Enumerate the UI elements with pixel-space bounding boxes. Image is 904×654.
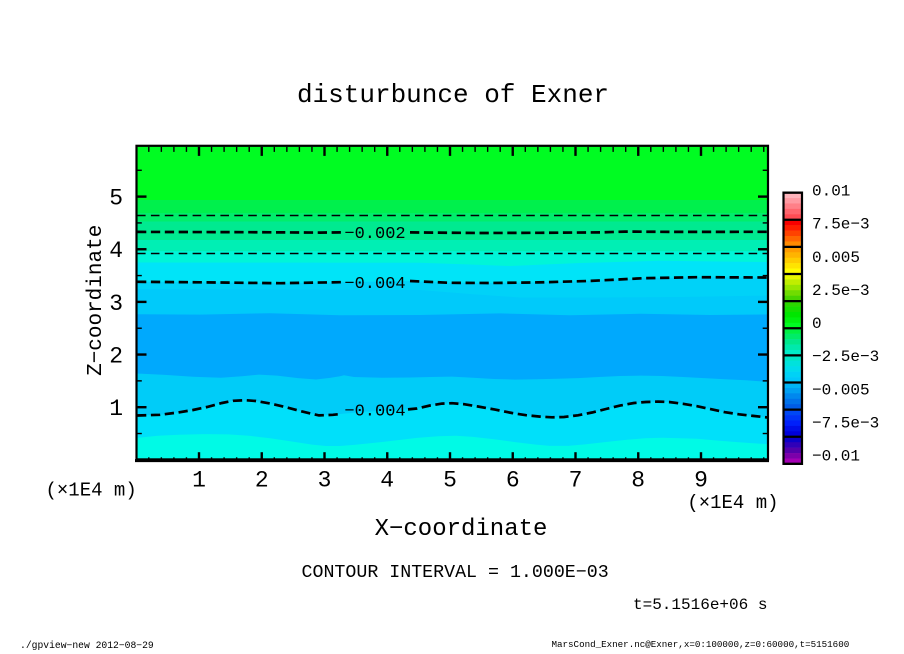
svg-text:0.01: 0.01 [812, 183, 850, 201]
svg-text:6: 6 [506, 467, 520, 493]
svg-text:t=5.1516e+06 s: t=5.1516e+06 s [633, 596, 767, 614]
svg-text:3: 3 [318, 467, 332, 493]
svg-text:3: 3 [109, 291, 123, 317]
svg-text:4: 4 [380, 467, 394, 493]
svg-text:−0.002: −0.002 [344, 225, 405, 244]
svg-text:−2.5e−3: −2.5e−3 [812, 348, 879, 366]
svg-text:2.5e−3: 2.5e−3 [812, 282, 870, 300]
svg-text:1: 1 [192, 467, 206, 493]
svg-text:CONTOUR INTERVAL = 1.000E−03: CONTOUR INTERVAL = 1.000E−03 [302, 563, 609, 583]
svg-text:(×1E4 m): (×1E4 m) [46, 480, 137, 502]
svg-text:5: 5 [443, 467, 457, 493]
svg-text:X−coordinate: X−coordinate [375, 516, 548, 543]
svg-text:2: 2 [109, 343, 123, 369]
svg-text:5: 5 [109, 186, 123, 212]
svg-text:./gpview−new 2012−08−29: ./gpview−new 2012−08−29 [20, 640, 154, 651]
svg-text:−0.005: −0.005 [812, 381, 870, 399]
svg-text:Z−coordinate: Z−coordinate [85, 225, 108, 376]
svg-text:7.5e−3: 7.5e−3 [812, 216, 870, 234]
svg-text:−7.5e−3: −7.5e−3 [812, 414, 879, 432]
svg-text:2: 2 [255, 467, 269, 493]
svg-text:−0.004: −0.004 [344, 402, 405, 421]
svg-text:7: 7 [569, 467, 583, 493]
svg-text:8: 8 [631, 467, 645, 493]
svg-text:(×1E4 m): (×1E4 m) [687, 492, 778, 514]
svg-text:−0.01: −0.01 [812, 448, 860, 466]
svg-text:disturbunce of Exner: disturbunce of Exner [297, 80, 609, 110]
svg-text:1: 1 [109, 396, 123, 422]
svg-text:−0.004: −0.004 [344, 275, 405, 294]
svg-text:MarsCond_Exner.nc@Exner,x=0:10: MarsCond_Exner.nc@Exner,x=0:100000,z=0:6… [552, 639, 850, 650]
svg-text:0.005: 0.005 [812, 249, 860, 267]
svg-text:9: 9 [694, 467, 708, 493]
svg-text:0: 0 [812, 315, 822, 333]
svg-text:4: 4 [109, 238, 123, 264]
